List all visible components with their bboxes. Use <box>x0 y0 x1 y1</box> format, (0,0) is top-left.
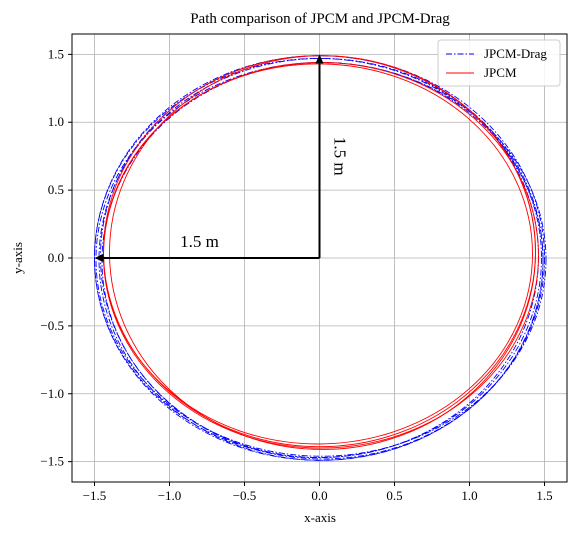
x-tick-label: 1.5 <box>536 488 552 503</box>
arrow-head <box>315 54 324 64</box>
x-tick-label: −0.5 <box>233 488 257 503</box>
y-axis-title: y-axis <box>10 242 25 274</box>
tick-marks: −1.5 −1.0 −0.5 0.0 0.5 1.0 1.5 −1.5 −1.0 −0.5 0.0 0… <box>40 46 552 503</box>
y-tick-label: −1.5 <box>40 454 64 469</box>
series-loop <box>103 63 533 445</box>
arrow-head <box>94 254 104 262</box>
y-tick-label: 0.5 <box>48 182 64 197</box>
x-tick-label: 0.5 <box>386 488 402 503</box>
x-tick-label: 1.0 <box>461 488 477 503</box>
annotation-label: 1.5 m <box>180 232 219 251</box>
x-axis-title: x-axis <box>304 510 336 525</box>
annotation-arrows <box>94 54 324 262</box>
legend-label: JPCM-Drag <box>484 46 547 61</box>
y-tick-label: 1.0 <box>48 114 64 129</box>
legend-box <box>437 39 561 87</box>
annotation-labels: 1.5 m 1.5 m <box>180 137 349 251</box>
chart-title: Path comparison of JPCM and JPCM-Drag <box>190 11 450 27</box>
series-loop <box>109 55 536 450</box>
legend: JPCM-Drag JPCM <box>437 39 561 87</box>
annotation-label: 1.5 m <box>331 137 350 176</box>
y-tick-label: −1.0 <box>40 386 64 401</box>
x-tick-label: −1.5 <box>83 488 107 503</box>
x-tick-label: 0.0 <box>311 488 327 503</box>
legend-label: JPCM <box>484 65 517 80</box>
y-tick-label: −0.5 <box>40 318 64 333</box>
y-tick-label: 1.5 <box>48 46 64 61</box>
x-tick-label: −1.0 <box>158 488 182 503</box>
y-tick-label: 0.0 <box>48 250 64 265</box>
